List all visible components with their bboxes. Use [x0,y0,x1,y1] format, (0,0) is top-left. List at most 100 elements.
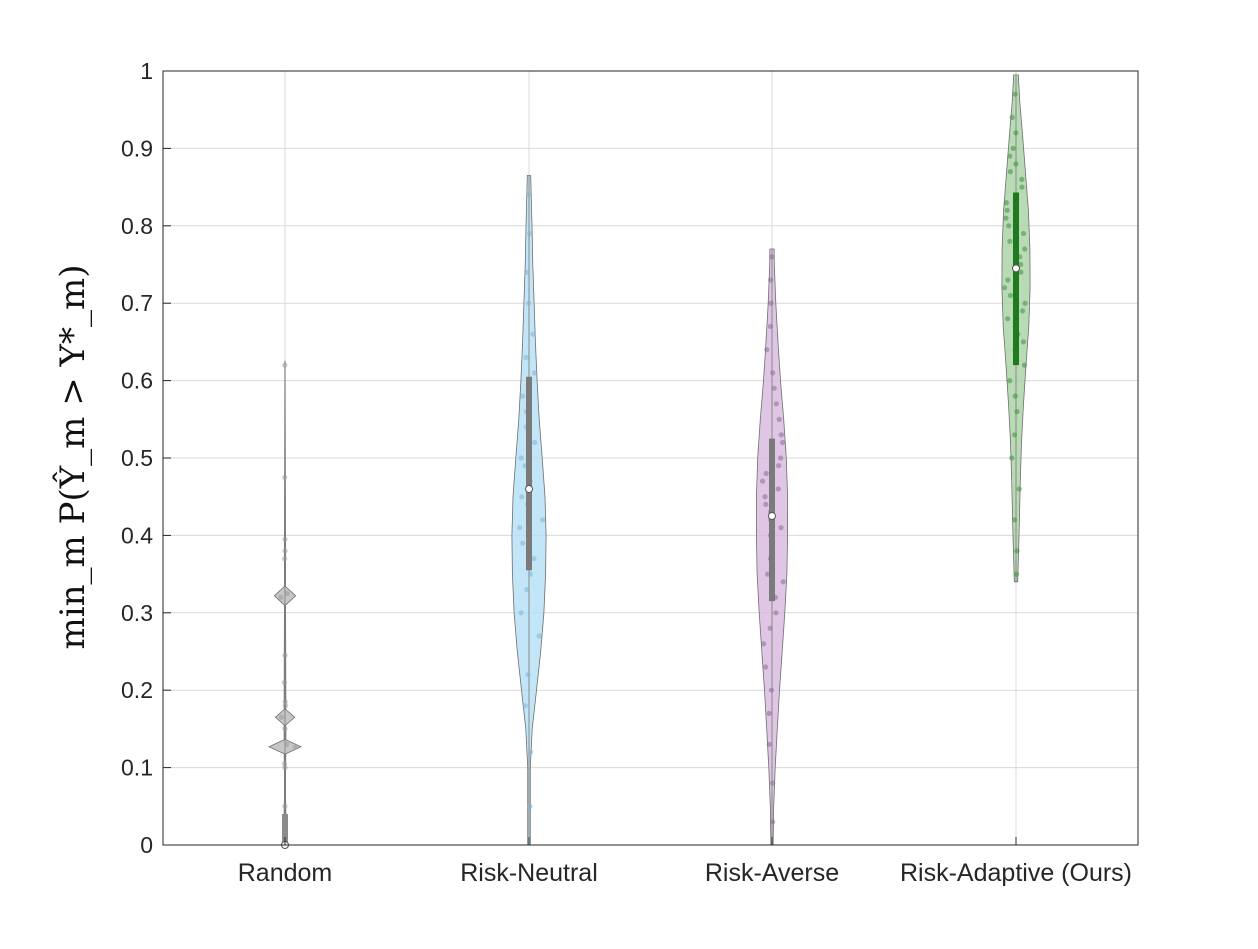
data-point [766,741,772,748]
data-point [778,525,784,531]
y-tick-label: 0.7 [121,290,153,316]
data-point [519,494,525,500]
data-point [1010,145,1016,151]
violin-risk-averse [756,248,788,846]
axes [162,70,1139,846]
data-point [520,393,526,399]
data-point [763,470,769,477]
data-point [770,370,776,376]
x-tick-labels: Random Risk-Neutral Risk-Averse Risk-Adapti… [238,859,1132,887]
data-point [760,478,766,484]
iqr-box [526,376,532,571]
data-point [1014,548,1020,554]
data-point [522,703,528,709]
data-point [1012,517,1018,523]
data-point [284,590,290,597]
violin-random [268,360,302,849]
data-point [527,230,533,237]
data-point [1009,455,1015,461]
data-point [525,672,531,678]
data-point [282,474,288,480]
data-point [775,486,781,492]
y-tick-label: 0.3 [121,600,153,626]
data-point [1007,169,1013,175]
violin-risk-neutral [511,175,547,846]
data-point [776,463,782,469]
data-point [281,761,288,767]
data-point [1014,409,1020,415]
data-point [278,594,284,600]
data-point [1016,486,1022,492]
x-tick-label: Random [238,859,333,887]
data-point [1019,184,1025,190]
data-point [1005,277,1011,283]
data-point [527,571,534,577]
data-point [282,362,288,368]
data-point [768,300,774,306]
data-point [1022,246,1028,252]
data-point [1021,362,1027,368]
y-tick-label: 0.6 [121,368,153,394]
data-point [780,579,786,585]
data-point [1005,316,1011,322]
data-point [1007,378,1013,384]
data-point [768,277,774,283]
y-tick-label: 0.2 [121,677,153,703]
data-point [532,439,538,446]
violins [268,74,1031,849]
median-marker [525,484,533,493]
data-point [1012,91,1018,97]
data-point [778,455,784,461]
data-point [1018,269,1024,275]
y-tick-label: 1 [140,58,153,84]
data-point [1007,153,1013,159]
data-point [773,610,779,616]
data-point [531,556,537,562]
grid-lines [163,70,1138,846]
data-point [769,254,775,260]
data-point [776,416,782,422]
median-marker [768,512,776,521]
data-point [1020,230,1027,237]
data-point [1014,571,1020,577]
y-axis-label: min_m P(Ŷ_m > Y*_m) [52,265,93,650]
data-point [1022,300,1028,306]
data-point [526,300,532,306]
data-point [763,664,769,670]
data-point [524,269,530,275]
data-point [770,780,776,786]
data-point [1006,223,1012,229]
x-tick-label: Risk-Neutral [460,859,598,887]
data-point [278,714,285,720]
y-tick-labels: 0 0.1 0.2 0.3 0.4 0.5 0.6 0.7 0.8 0.9 1 [121,58,153,858]
data-point [292,744,298,750]
data-point [1020,339,1026,345]
x-tick-label: Risk-Averse [705,859,839,887]
data-point [773,401,780,407]
data-point [1007,238,1013,244]
data-point [282,803,288,809]
data-point [1019,176,1025,182]
data-point [1003,200,1010,206]
data-point [284,741,290,748]
data-point [1020,308,1026,314]
data-point [1003,215,1009,221]
data-point [763,501,769,507]
data-point [526,192,532,198]
data-point [1002,285,1008,291]
data-point [780,439,786,446]
iqr-box [282,814,288,845]
data-point [1013,130,1019,136]
data-point [1013,161,1019,167]
data-point [282,703,288,709]
data-point [527,803,533,809]
y-tick-label: 0 [140,832,153,858]
data-point [520,540,526,546]
data-point [761,641,767,647]
data-point [282,726,288,732]
y-tick-label: 0.1 [121,755,153,781]
data-point [766,710,772,717]
data-point [282,556,288,562]
y-tick-label: 0.4 [121,522,153,548]
